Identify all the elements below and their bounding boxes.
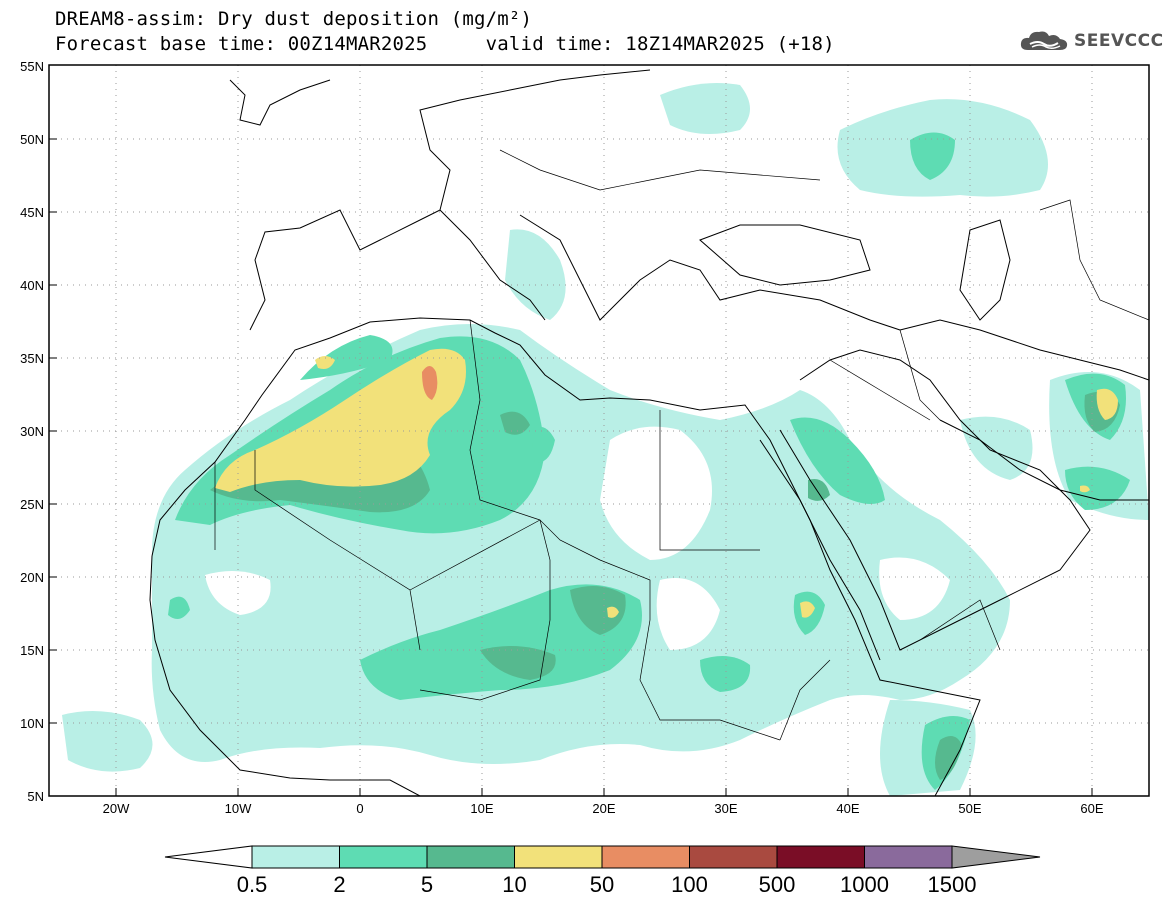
y-tick-label: 25N (20, 497, 44, 512)
x-tick-label: 60E (1080, 801, 1103, 816)
y-tick-label: 40N (20, 278, 44, 293)
colorbar-label: 10 (502, 872, 526, 897)
colorbar-over-arrow (951, 845, 1041, 869)
colorbar-swatch (689, 845, 778, 869)
colorbar-swatch (426, 845, 515, 869)
contour-level-50-100 (422, 366, 438, 400)
y-tick-label: 35N (20, 351, 44, 366)
x-tick-label: 20W (103, 801, 130, 816)
colorbar-label: 0.5 (237, 872, 268, 897)
contour-level-10-50 (215, 348, 1118, 618)
seevccc-logo: SEEVCCC (1018, 28, 1164, 54)
colorbar-label: 500 (759, 872, 796, 897)
y-tick-label: 20N (20, 570, 44, 585)
x-axis-labels: 20W 10W 0 10E 20E 30E 40E 50E 60E (103, 801, 1104, 816)
unshaded-areas (205, 426, 950, 650)
colorbar-label: 100 (671, 872, 708, 897)
y-tick-label: 30N (20, 424, 44, 439)
deposition-fields (49, 65, 1149, 796)
cloud-icon (1020, 31, 1068, 50)
colorbar-swatch (776, 845, 865, 869)
x-tick-label: 20E (592, 801, 615, 816)
colorbar-label: 2 (333, 872, 345, 897)
colorbar-swatch (339, 845, 428, 869)
x-tick-label: 10W (225, 801, 252, 816)
map-title: DREAM8-assim: Dry dust deposition (mg/m²… (55, 8, 533, 30)
x-tick-label: 50E (958, 801, 981, 816)
colorbar-swatch (514, 845, 603, 869)
colorbar-label: 1000 (840, 872, 889, 897)
logo-text: SEEVCCC (1074, 31, 1164, 51)
axis-ticks (49, 138, 1093, 796)
y-tick-label: 5N (27, 789, 44, 804)
colorbar-label: 50 (590, 872, 614, 897)
y-tick-label: 15N (20, 643, 44, 658)
y-tick-label: 50N (20, 132, 44, 147)
colorbar-under-arrow (164, 845, 253, 869)
colorbar-swatch (864, 845, 953, 869)
y-axis-labels: 5N 10N 15N 20N 25N 30N 35N 40N 45N 50N 5… (20, 59, 44, 804)
y-tick-label: 45N (20, 205, 44, 220)
colorbar-label: 1500 (928, 872, 977, 897)
coastlines (149, 69, 1149, 796)
y-tick-label: 55N (20, 59, 44, 74)
x-tick-label: 0 (356, 801, 363, 816)
x-tick-label: 10E (470, 801, 493, 816)
colorbar: 0.5 2 5 10 50 100 500 1000 1500 (164, 845, 1041, 897)
colorbar-label: 5 (421, 872, 433, 897)
map-subtitle: Forecast base time: 00Z14MAR2025 valid t… (55, 33, 835, 55)
colorbar-swatch (251, 845, 340, 869)
country-borders (214, 149, 1149, 741)
colorbar-swatch (601, 845, 690, 869)
y-tick-label: 10N (20, 716, 44, 731)
x-tick-label: 30E (714, 801, 737, 816)
x-tick-label: 40E (836, 801, 859, 816)
